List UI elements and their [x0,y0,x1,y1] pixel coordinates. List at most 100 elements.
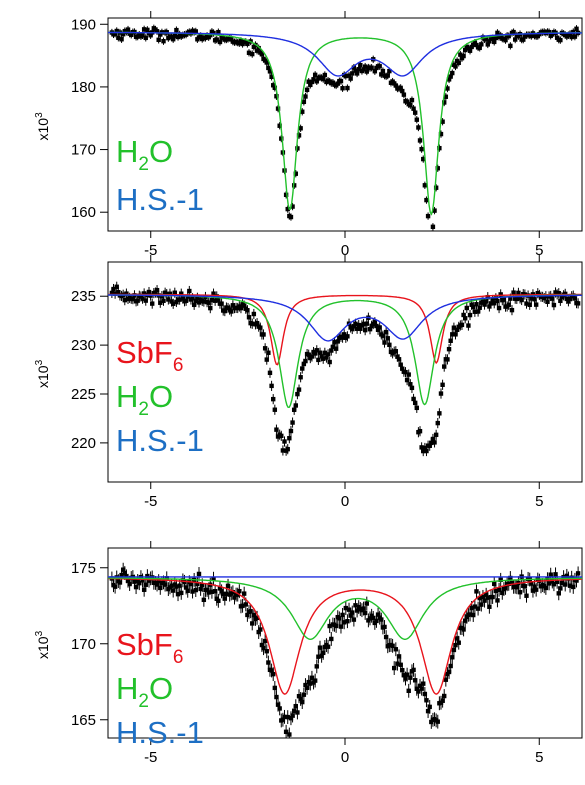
data-point [345,331,350,342]
data-point [316,354,321,365]
data-point [287,727,292,738]
data-point [396,649,402,664]
y-multiplier-exp: 3 [34,630,45,636]
data-point [287,433,292,444]
data-point [312,673,318,688]
data-point [303,355,308,367]
data-point [506,299,511,310]
x-tick-label: 0 [341,749,349,766]
data-point [440,379,445,390]
legend-entry: SbF6 [116,335,183,376]
data-point [364,318,369,329]
legend-entry: SbF6 [116,627,183,668]
data-point [298,124,303,132]
x-tick-label: -5 [144,749,157,766]
data-point [212,584,218,599]
data-point [259,50,265,58]
data-point [445,354,450,365]
data-point [271,667,276,682]
data-point [250,318,255,329]
data-point [303,92,308,101]
data-point [219,298,224,309]
data-point [493,584,499,598]
data-point [438,388,444,399]
data-point [543,581,549,595]
data-point [201,592,207,607]
data-point [283,724,289,738]
data-point [158,297,163,308]
data-point [267,67,273,76]
data-point [498,572,503,587]
data-point [337,611,342,626]
y-tick-label: 175 [71,560,96,577]
fit-curve-1 [108,293,582,366]
data-point [442,689,447,703]
data-point [496,582,502,597]
data-point [433,184,439,192]
data-point [154,27,160,35]
data-point [140,573,145,588]
data-point [293,400,298,411]
legend-entry: H.S.-1 [116,182,204,217]
data-point [240,598,245,613]
data-point [462,313,468,324]
data-point [448,659,453,673]
y-tick-label: 165 [71,712,96,729]
data-point [301,98,307,106]
data-point [262,343,268,354]
data-point [317,640,323,655]
data-point [411,662,416,677]
data-point [440,118,445,126]
data-point [362,325,368,336]
data-point [392,661,397,675]
data-point [277,122,282,130]
data-point [377,62,382,70]
data-point [272,404,278,415]
data-point [572,32,578,41]
data-point [141,288,147,299]
data-point [551,299,557,311]
data-point [479,597,484,612]
y-multiplier-base: x10 [35,365,51,388]
data-point [485,590,490,605]
data-point [322,71,328,79]
data-point [245,305,250,316]
data-point [496,302,502,314]
data-point [267,367,273,378]
data-point [271,394,276,405]
data-point [467,309,473,321]
data-point [432,437,437,448]
data-point [362,606,368,620]
data-point [329,632,334,646]
data-point [345,84,350,92]
data-point [401,90,407,99]
data-point [424,196,429,204]
data-point [379,612,384,627]
data-point [569,33,574,41]
data-point [264,354,269,365]
data-point [185,583,190,598]
x-tick-label: -5 [144,242,157,259]
data-point [435,714,440,729]
data-point [250,50,255,58]
data-point [380,330,386,341]
data-point [280,445,286,456]
data-point [456,59,461,67]
data-point [325,349,331,360]
data-point [340,84,345,92]
data-point [383,630,389,644]
data-point [285,710,290,725]
data-point [382,337,387,348]
data-point [408,101,413,109]
data-point [406,369,411,380]
data-point [448,335,453,346]
data-point [161,37,166,45]
y-multiplier-base: x10 [35,636,51,659]
panel-1: -5 0 5 160 170 180 190 x103 H2O H.S.-1 [34,11,583,259]
data-point [269,380,274,391]
data-point [251,308,257,320]
data-point [445,84,450,93]
data-point [422,181,428,189]
